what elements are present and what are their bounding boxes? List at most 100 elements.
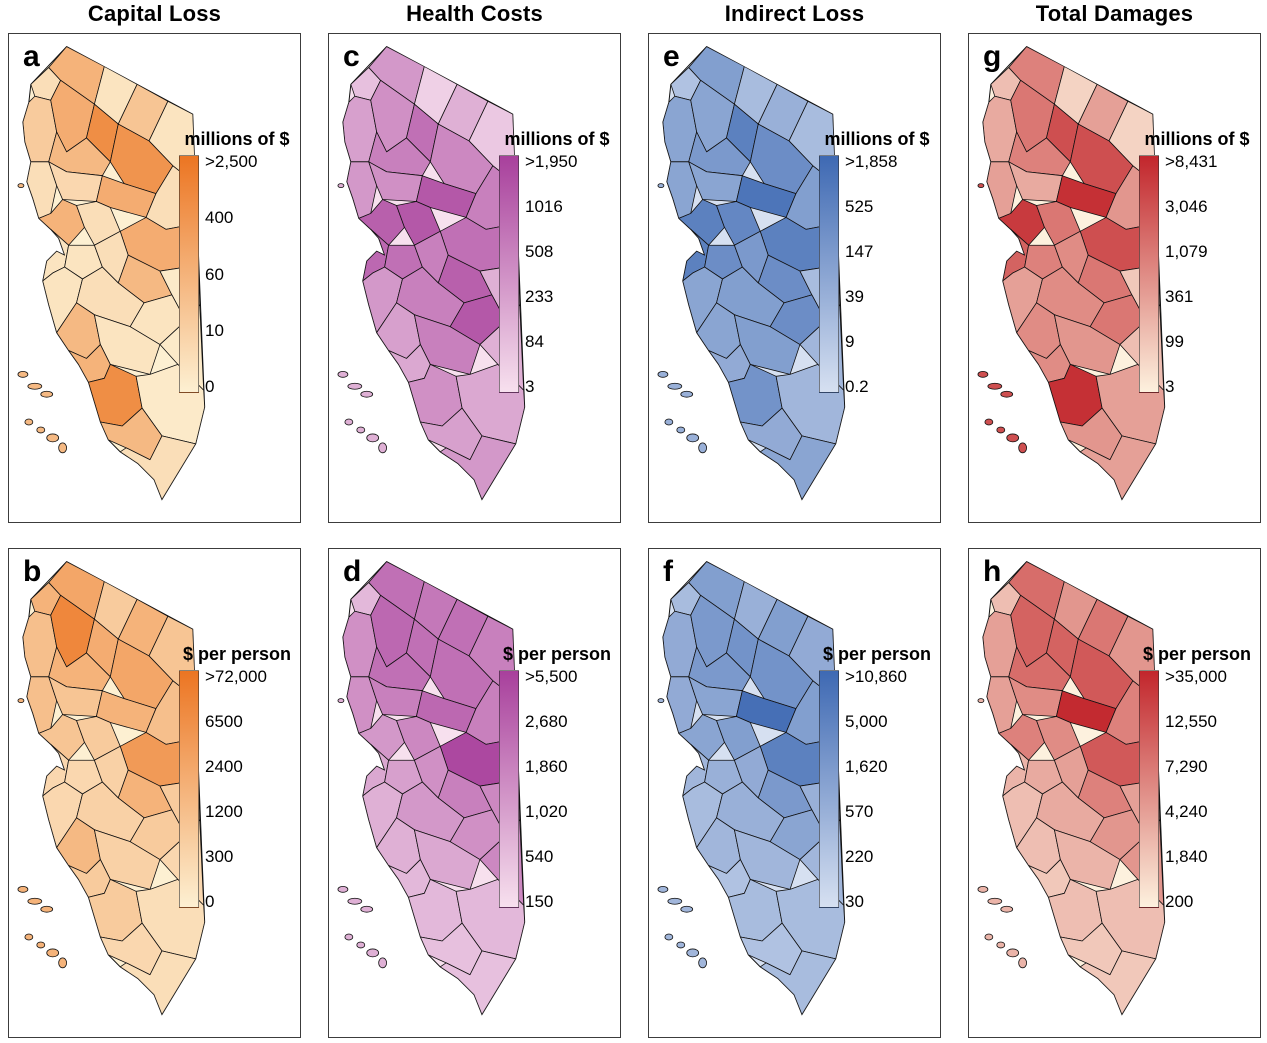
channel-island (27, 382, 43, 390)
legend-tick-label: >2,500 (205, 152, 258, 171)
legend-health-costs-per-person: $ per person >5,500 2,680 1,860 1,020 540 150 (499, 644, 615, 910)
channel-island (987, 382, 1003, 390)
legend-tick-label: >10,860 (845, 667, 907, 686)
channel-island (664, 418, 674, 426)
color-scale-bar (1139, 155, 1159, 393)
color-scale-labels: >35,000 12,550 7,290 4,240 1,840 200 (1159, 668, 1227, 910)
legend-tick-label: 540 (525, 847, 554, 866)
channel-island (987, 897, 1003, 905)
legend-tick-label: 2,680 (525, 712, 568, 731)
county-region-sandiego_imperial (439, 435, 517, 500)
legend-tick-label: 84 (525, 332, 544, 351)
color-scale-bar (179, 155, 199, 393)
channel-island (1006, 948, 1020, 958)
color-scale-labels: >2,500 400 60 10 0 (199, 153, 257, 395)
channel-island (657, 370, 669, 378)
legend-tick-label: 508 (525, 242, 554, 261)
legend-tick-label: 1,079 (1165, 242, 1208, 261)
panel-letter-h: h (983, 555, 1002, 588)
channel-island (1018, 957, 1028, 969)
legend-tick-label: 7,290 (1165, 757, 1208, 776)
color-scale-labels: >8,431 3,046 1,079 361 99 3 (1159, 153, 1217, 395)
channel-island (686, 948, 700, 958)
legend-tick-label: 147 (845, 242, 874, 261)
channel-island (664, 933, 674, 941)
legend-tick-label: 0 (205, 377, 215, 396)
legend-capital-loss-millions: millions of $ >2,500 400 60 10 0 (179, 129, 295, 395)
channel-island (680, 905, 694, 913)
channel-island (977, 885, 989, 893)
legend-total-damages-millions: millions of $ >8,431 3,046 1,079 361 99 3 (1139, 129, 1255, 395)
panel-f: f $ per person >10,860 5,000 1,620 570 220 30 (648, 548, 941, 1038)
channel-island (344, 418, 354, 426)
channel-island (676, 941, 686, 949)
channel-island (378, 442, 388, 454)
channel-island (698, 442, 708, 454)
legend-tick-label: 99 (1165, 332, 1184, 351)
color-scale-labels: >1,950 1016 508 233 84 3 (519, 153, 577, 395)
county-region-sandiego_imperial (1079, 950, 1157, 1015)
channel-island (686, 433, 700, 443)
channel-island (680, 390, 694, 398)
county-region-sandiego_imperial (1079, 435, 1157, 500)
channel-island (337, 370, 349, 378)
legend-tick-label: >5,500 (525, 667, 578, 686)
column-title-capital-loss: Capital Loss (87, 1, 222, 26)
panel-b: b $ per person >72,000 6500 2400 1200 300 0 (8, 548, 301, 1038)
channel-island (676, 426, 686, 434)
channel-island (356, 941, 366, 949)
channel-island (984, 418, 994, 426)
panel-a: a millions of $ >2,500 400 60 10 0 (8, 33, 301, 523)
channel-island (657, 183, 665, 189)
legend-tick-label: 1,620 (845, 757, 888, 776)
channel-island (24, 418, 34, 426)
channel-island (996, 941, 1006, 949)
channel-island (344, 933, 354, 941)
color-scale-bar (819, 670, 839, 908)
channel-island (58, 442, 68, 454)
channel-island (366, 433, 380, 443)
channel-island (27, 897, 43, 905)
channel-island (657, 885, 669, 893)
channel-island (36, 426, 46, 434)
channel-island (360, 905, 374, 913)
county-region-sandiego_imperial (439, 950, 517, 1015)
channel-island (46, 948, 60, 958)
panel-h: h $ per person >35,000 12,550 7,290 4,240 1,… (968, 548, 1261, 1038)
color-scale-labels: >1,858 525 147 39 9 0.2 (839, 153, 897, 395)
legend-tick-label: 4,240 (1165, 802, 1208, 821)
legend-indirect-loss-millions: millions of $ >1,858 525 147 39 9 0.2 (819, 129, 935, 395)
channel-island (1000, 390, 1014, 398)
channel-island (24, 933, 34, 941)
legend-tick-label: 1,840 (1165, 847, 1208, 866)
channel-island (1000, 905, 1014, 913)
legend-tick-label: 220 (845, 847, 874, 866)
legend-title: $ per person (822, 644, 932, 664)
legend-tick-label: 300 (205, 847, 234, 866)
channel-island (378, 957, 388, 969)
legend-tick-label: 1200 (205, 802, 243, 821)
legend-tick-label: 570 (845, 802, 874, 821)
legend-tick-label: 525 (845, 197, 874, 216)
panel-letter-d: d (343, 555, 362, 588)
legend-total-damages-per-person: $ per person >35,000 12,550 7,290 4,240 1,84… (1139, 644, 1255, 910)
panel-letter-a: a (23, 40, 40, 73)
legend-tick-label: 400 (205, 208, 234, 228)
legend-tick-label: 6500 (205, 712, 243, 731)
legend-tick-label: 1,020 (525, 802, 568, 821)
legend-tick-label: 39 (845, 287, 864, 306)
panel-letter-b: b (23, 555, 42, 588)
channel-island (347, 382, 363, 390)
channel-island (996, 426, 1006, 434)
legend-tick-label: 233 (525, 287, 554, 306)
channel-island (698, 957, 708, 969)
color-scale-bar (499, 155, 519, 393)
panel-letter-g: g (983, 40, 1002, 73)
legend-title: millions of $ (184, 129, 290, 149)
channel-island (667, 382, 683, 390)
channel-island (36, 941, 46, 949)
legend-tick-label: 12,550 (1165, 712, 1217, 731)
channel-island (366, 948, 380, 958)
legend-health-costs-millions: millions of $ >1,950 1016 508 233 84 3 (499, 129, 615, 395)
